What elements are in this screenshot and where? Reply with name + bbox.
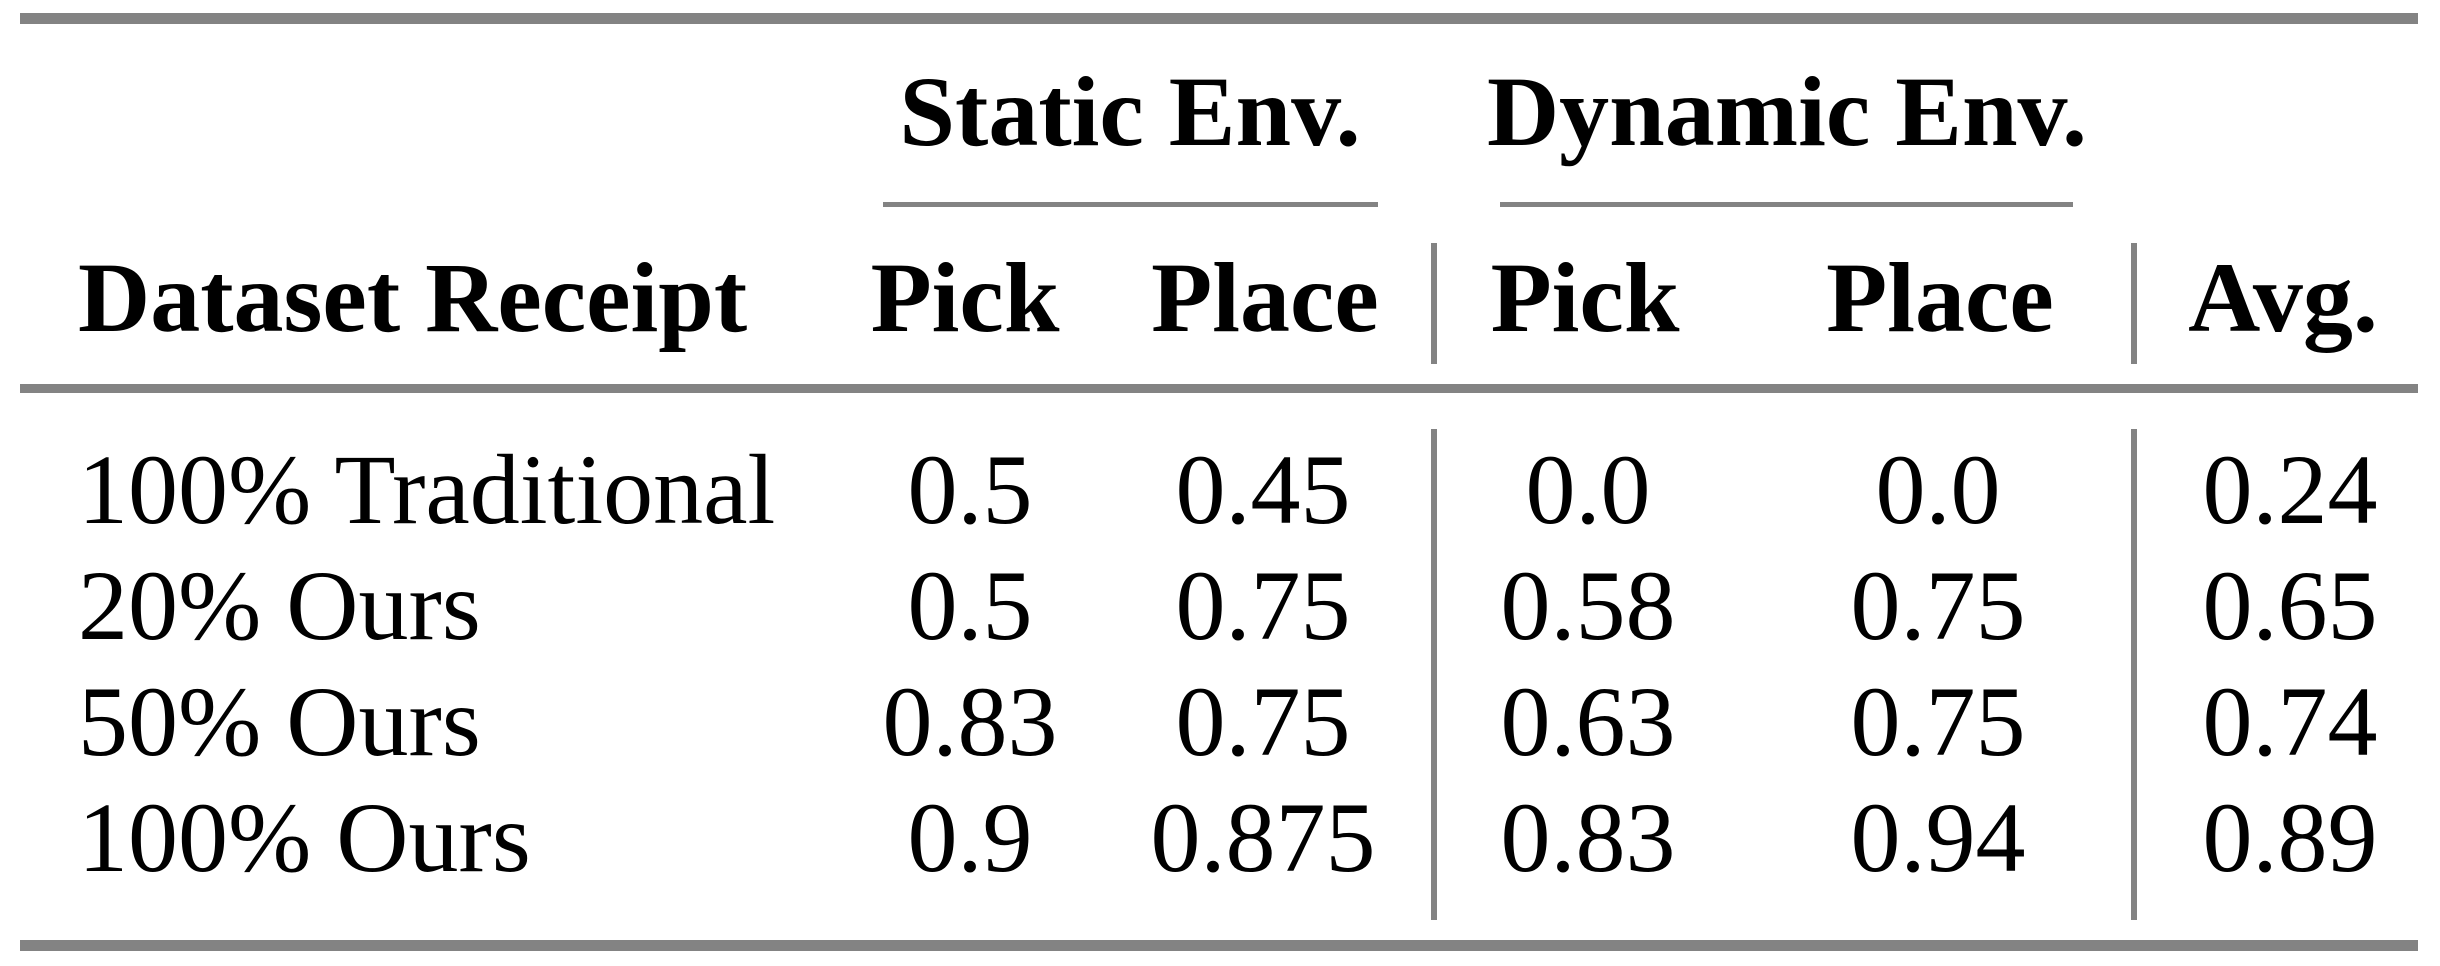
cell-dynamic-place: 0.75 bbox=[1850, 550, 2026, 661]
cell-static-pick: 0.83 bbox=[882, 666, 1058, 777]
cell-avg: 0.74 bbox=[2202, 666, 2378, 777]
cell-avg: 0.24 bbox=[2202, 434, 2378, 545]
vertical-rule-1-header bbox=[1431, 243, 1437, 364]
header-dataset-receipt: Dataset Receipt bbox=[78, 242, 748, 353]
cell-static-place: 0.75 bbox=[1175, 550, 1351, 661]
cell-avg: 0.65 bbox=[2202, 550, 2378, 661]
cell-static-place: 0.45 bbox=[1175, 434, 1351, 545]
static-env-cmidrule bbox=[883, 202, 1378, 207]
cell-static-pick: 0.9 bbox=[907, 782, 1033, 893]
dynamic-env-cmidrule bbox=[1500, 202, 2073, 207]
header-static-pick: Pick bbox=[870, 242, 1060, 353]
cell-dynamic-pick: 0.63 bbox=[1500, 666, 1676, 777]
header-avg: Avg. bbox=[2188, 242, 2378, 353]
mid-rule bbox=[20, 384, 2418, 393]
cell-dynamic-pick: 0.58 bbox=[1500, 550, 1676, 661]
cell-static-pick: 0.5 bbox=[907, 550, 1033, 661]
row-label: 50% Ours bbox=[78, 666, 481, 777]
row-label: 100% Ours bbox=[78, 782, 531, 893]
cell-dynamic-pick: 0.83 bbox=[1500, 782, 1676, 893]
bottom-rule bbox=[20, 940, 2418, 951]
header-static-place: Place bbox=[1151, 242, 1379, 353]
column-group-dynamic-env: Dynamic Env. bbox=[1486, 56, 2088, 167]
row-label: 100% Traditional bbox=[78, 434, 776, 545]
cell-dynamic-place: 0.94 bbox=[1850, 782, 2026, 893]
header-dynamic-pick: Pick bbox=[1490, 242, 1680, 353]
cell-static-place: 0.875 bbox=[1150, 782, 1376, 893]
top-rule bbox=[20, 13, 2418, 24]
cell-static-place: 0.75 bbox=[1175, 666, 1351, 777]
cell-static-pick: 0.5 bbox=[907, 434, 1033, 545]
cell-avg: 0.89 bbox=[2202, 782, 2378, 893]
cell-dynamic-pick: 0.0 bbox=[1525, 434, 1651, 545]
column-group-static-env: Static Env. bbox=[899, 56, 1361, 167]
vertical-rule-2-header bbox=[2131, 243, 2137, 364]
header-dynamic-place: Place bbox=[1826, 242, 2054, 353]
cell-dynamic-place: 0.75 bbox=[1850, 666, 2026, 777]
row-label: 20% Ours bbox=[78, 550, 481, 661]
vertical-rule-1-body bbox=[1431, 429, 1437, 920]
vertical-rule-2-body bbox=[2131, 429, 2137, 920]
cell-dynamic-place: 0.0 bbox=[1875, 434, 2001, 545]
